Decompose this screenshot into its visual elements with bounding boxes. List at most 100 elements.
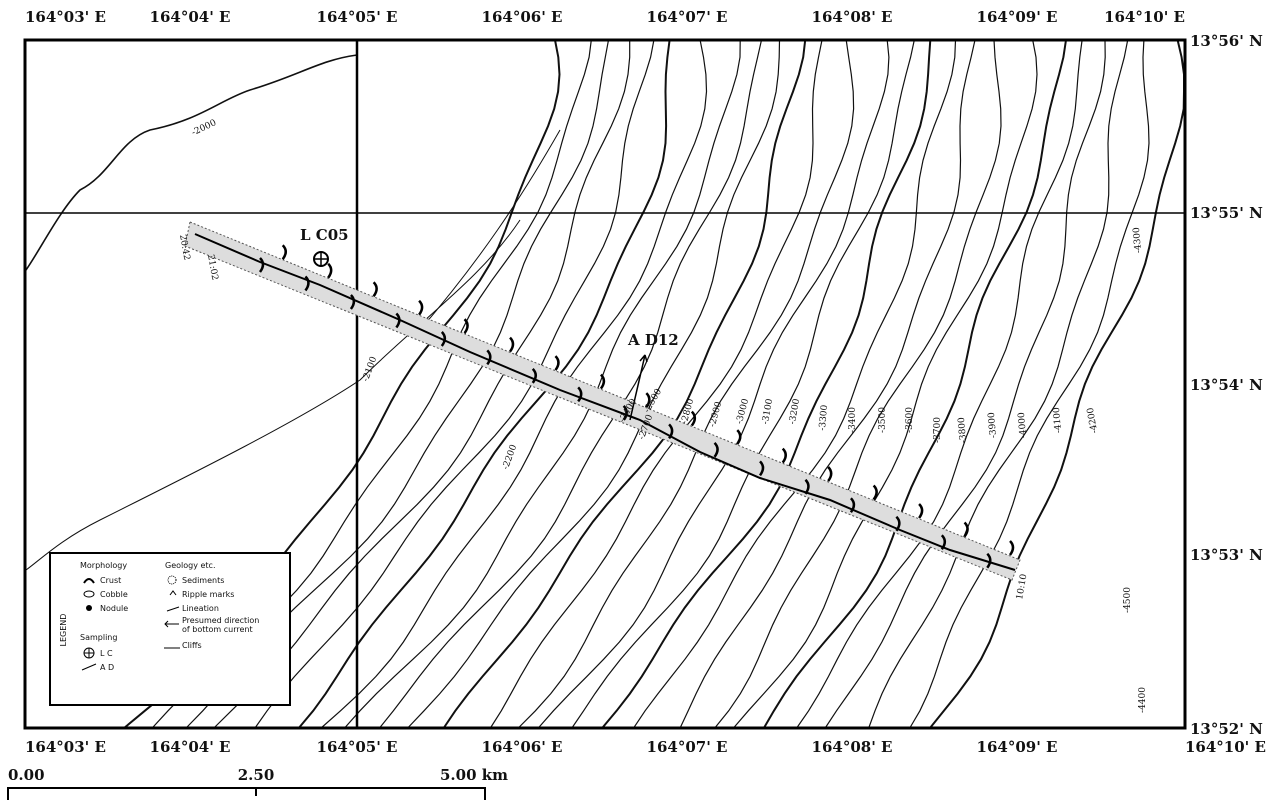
contour-line xyxy=(633,39,957,729)
scale-label: 2.50 xyxy=(238,766,275,784)
crust-symbol xyxy=(554,355,560,371)
longitude-label: 164°04' E xyxy=(150,8,231,26)
crust-symbol xyxy=(895,515,901,532)
survey-band xyxy=(184,221,1021,581)
crust-symbol xyxy=(486,349,492,366)
legend-item: Cobble xyxy=(100,590,128,599)
contour-line xyxy=(213,40,631,729)
crust-symbol xyxy=(918,503,924,519)
longitude-label: 164°04' E xyxy=(150,738,231,756)
legend-item: Nodule xyxy=(100,604,128,613)
longitude-label: 164°05' E xyxy=(317,8,398,26)
crust-symbol xyxy=(622,404,628,421)
legend-heading: Morphology xyxy=(80,561,127,570)
crust-symbol xyxy=(827,466,833,482)
crust-symbol xyxy=(963,521,969,538)
longitude-label: 164°07' E xyxy=(647,738,728,756)
legend-box xyxy=(49,552,291,706)
contour-line xyxy=(442,39,807,729)
longitude-label: 164°06' E xyxy=(482,738,563,756)
longitude-label: 164°08' E xyxy=(812,738,893,756)
crust-symbol xyxy=(986,552,992,569)
survey-track xyxy=(194,233,1016,571)
legend-symbol xyxy=(86,605,92,611)
latitude-label: 13°54' N xyxy=(1190,376,1263,394)
crust-symbol xyxy=(281,244,287,260)
contour-line xyxy=(537,39,890,729)
scale-label: 5.00 km xyxy=(440,766,508,784)
contour-line xyxy=(733,39,1038,729)
contour-line xyxy=(379,39,763,729)
crust-symbol xyxy=(258,257,265,273)
legend-symbol xyxy=(83,590,95,598)
crust-symbol xyxy=(736,429,742,445)
contour-line xyxy=(714,39,1002,729)
latitude-label: 13°55' N xyxy=(1190,204,1263,222)
legend-item: L C xyxy=(100,649,113,658)
crust-symbol xyxy=(327,262,333,279)
crust-symbol xyxy=(304,275,310,292)
contour-line xyxy=(796,39,1083,729)
legend-heading: Geology etc. xyxy=(165,561,216,570)
legend-item: Lineation xyxy=(182,604,219,613)
contour-label: -4500 xyxy=(1123,587,1133,613)
contour-line xyxy=(25,219,521,571)
legend: LEGEND Morphology Crust Cobble Nodule Sa… xyxy=(49,552,291,706)
contour-line xyxy=(909,39,1150,729)
station-label: L C05 xyxy=(300,226,349,244)
crust-symbol xyxy=(713,441,719,458)
crust-symbol xyxy=(872,484,878,501)
legend-item: Presumed direction xyxy=(182,616,259,625)
contour-label: -3800 xyxy=(957,417,969,444)
crust-symbol xyxy=(645,392,651,408)
legend-title: LEGEND xyxy=(59,614,68,647)
legend-symbol xyxy=(81,648,97,671)
crust-symbol xyxy=(849,497,856,514)
contour-line xyxy=(419,129,561,331)
longitude-label: 164°08' E xyxy=(812,8,893,26)
contour-label: -3600 xyxy=(905,407,915,433)
station-marker xyxy=(629,354,648,421)
contour-label: -3300 xyxy=(818,404,830,431)
crust-symbol xyxy=(463,318,469,334)
contour-label: -3900 xyxy=(987,412,999,439)
scale-line xyxy=(7,787,486,800)
contour-label: -4000 xyxy=(1017,412,1029,439)
longitude-label: 164°07' E xyxy=(647,8,728,26)
longitude-label: 164°03' E xyxy=(25,738,106,756)
contour-label: -3200 xyxy=(788,398,802,426)
scale-bar xyxy=(7,787,486,800)
legend-symbol xyxy=(167,575,177,585)
crust-symbol xyxy=(804,478,810,495)
legend-item: of bottom current xyxy=(182,625,253,634)
legend-item: A D xyxy=(100,663,114,672)
latitude-label: 13°52' N xyxy=(1190,720,1263,738)
longitude-label: 164°09' E xyxy=(977,738,1058,756)
crust-symbol xyxy=(418,299,424,316)
contour-line xyxy=(868,39,1129,729)
contour-line xyxy=(344,39,741,729)
legend-heading: Sampling xyxy=(80,633,117,642)
station-marker xyxy=(314,252,328,266)
contour-label: -4400 xyxy=(1138,687,1148,713)
crust-symbol xyxy=(599,373,606,390)
legend-item: Crust xyxy=(100,576,121,585)
contour-line xyxy=(407,39,781,729)
legend-symbol xyxy=(83,578,95,584)
contour-label: -3500 xyxy=(878,407,888,433)
time-label: 10:10 xyxy=(1015,573,1029,601)
contour-line xyxy=(489,39,823,729)
crust-symbol xyxy=(758,460,765,477)
crust-symbol xyxy=(668,423,674,440)
contour-line xyxy=(679,39,976,729)
crust-symbol xyxy=(940,534,947,551)
time-label: 20:42 xyxy=(177,234,191,261)
legend-item: Ripple marks xyxy=(182,590,234,599)
legend-item: Cliffs xyxy=(182,641,202,650)
latitude-label: 13°56' N xyxy=(1190,32,1263,50)
contour-label: -3400 xyxy=(848,407,858,433)
contour-label: -3100 xyxy=(761,398,775,426)
station-label: A D12 xyxy=(627,331,679,349)
contour-line xyxy=(25,54,358,271)
